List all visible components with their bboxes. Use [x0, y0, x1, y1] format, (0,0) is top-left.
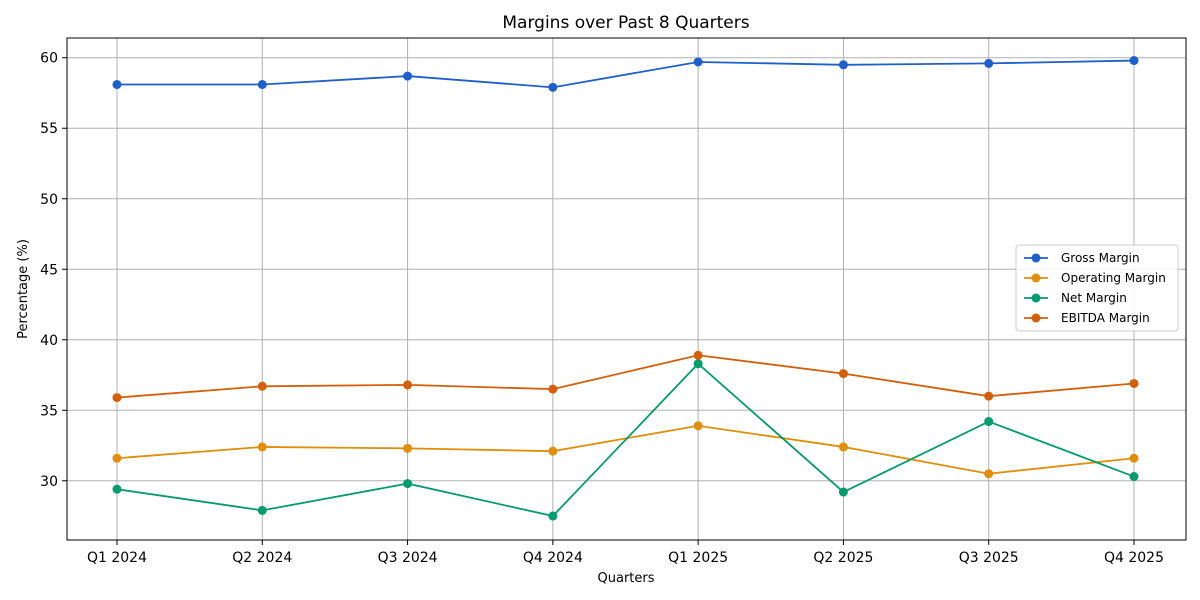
- legend-marker: [1031, 313, 1041, 323]
- y-tick-label: 60: [40, 51, 58, 67]
- x-tick-label: Q2 2025: [813, 550, 873, 566]
- y-axis-label: Percentage (%): [16, 239, 31, 339]
- data-point: [1129, 56, 1139, 66]
- grid: [67, 38, 1186, 540]
- data-point: [548, 384, 558, 394]
- data-point: [257, 80, 267, 90]
- data-point: [693, 421, 703, 431]
- x-tick-label: Q4 2025: [1104, 550, 1164, 566]
- chart-title: Margins over Past 8 Quarters: [502, 13, 749, 33]
- data-point: [257, 505, 267, 515]
- x-axis-ticks: Q1 2024 Q2 2024 Q3 2024 Q4 2024 Q1 2025 Q2 20…: [87, 540, 1164, 566]
- data-point: [838, 369, 848, 379]
- legend-marker: [1031, 293, 1041, 303]
- data-point: [112, 393, 122, 403]
- series-gross-margin: [112, 56, 1139, 92]
- series-line: [116, 354, 1135, 399]
- legend-label: Gross Margin: [1061, 251, 1140, 265]
- plot-area-frame: [66, 37, 1187, 541]
- data-point: [693, 57, 703, 67]
- legend-label: EBITDA Margin: [1061, 311, 1150, 325]
- data-point: [1129, 378, 1139, 388]
- x-tick-label: Q2 2024: [232, 550, 292, 566]
- legend-marker: [1031, 273, 1041, 283]
- data-point: [693, 350, 703, 360]
- y-tick-label: 35: [40, 403, 58, 419]
- legend: Gross Margin Operating Margin Net Margin EB…: [1015, 244, 1179, 332]
- data-point: [112, 484, 122, 494]
- legend-box: [1015, 244, 1179, 332]
- legend-marker: [1031, 253, 1041, 263]
- y-tick-label: 50: [40, 192, 58, 208]
- data-point: [403, 71, 413, 81]
- data-point: [838, 60, 848, 70]
- data-point: [1129, 453, 1139, 463]
- data-point: [1129, 472, 1139, 482]
- data-point: [112, 80, 122, 90]
- x-tick-label: Q3 2025: [959, 550, 1019, 566]
- data-point: [984, 417, 994, 427]
- data-point: [838, 442, 848, 452]
- data-point: [838, 487, 848, 497]
- data-point: [984, 391, 994, 401]
- series-line: [117, 59, 1135, 89]
- data-point: [984, 469, 994, 479]
- legend-entry: EBITDA Margin: [1024, 311, 1150, 325]
- legend-entry: Operating Margin: [1024, 271, 1166, 285]
- data-point: [984, 58, 994, 68]
- series-ebitda-margin: [112, 350, 1139, 403]
- legend-label: Net Margin: [1061, 291, 1127, 305]
- data-point: [257, 381, 267, 391]
- data-point: [548, 446, 558, 456]
- x-tick-label: Q1 2024: [87, 550, 147, 566]
- data-point: [403, 479, 413, 489]
- y-tick-label: 40: [40, 333, 58, 349]
- data-point: [548, 511, 558, 521]
- series-line: [116, 362, 1135, 518]
- x-tick-label: Q4 2024: [523, 550, 583, 566]
- data-point: [403, 443, 413, 453]
- legend-entry: Gross Margin: [1024, 251, 1140, 265]
- data-point: [403, 380, 413, 390]
- series-layer: [112, 56, 1139, 521]
- data-point: [693, 359, 703, 369]
- x-tick-label: Q1 2025: [668, 550, 728, 566]
- legend-entry: Net Margin: [1024, 291, 1127, 305]
- series-operating-margin: [112, 421, 1139, 479]
- data-point: [257, 442, 267, 452]
- series-line: [116, 424, 1135, 475]
- x-axis-label: Quarters: [598, 571, 655, 586]
- data-point: [112, 453, 122, 463]
- legend-label: Operating Margin: [1061, 271, 1166, 285]
- series-net-margin: [112, 359, 1139, 521]
- y-tick-label: 45: [40, 262, 58, 278]
- data-point: [548, 82, 558, 92]
- y-axis-ticks: 30 35 40 45 50 55 60: [40, 51, 67, 490]
- y-tick-label: 55: [40, 121, 58, 137]
- y-tick-label: 30: [40, 474, 58, 490]
- x-tick-label: Q3 2024: [378, 550, 438, 566]
